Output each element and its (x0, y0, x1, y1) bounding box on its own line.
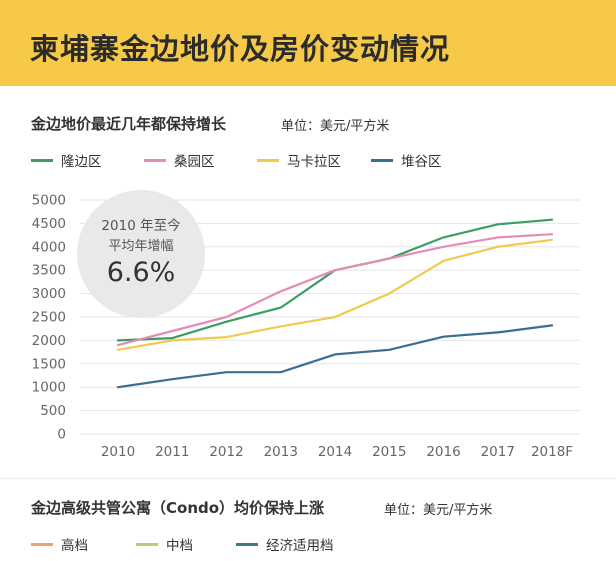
legend2-item-3: 经济适用档 (236, 534, 334, 554)
series-3-point-1 (171, 339, 174, 342)
series-3-point-7 (496, 245, 499, 248)
y-tick-label-2: 1000 (32, 380, 66, 396)
callout-value: 6.6% (106, 257, 176, 288)
series-2-point-4 (334, 269, 336, 272)
y-tick-label-4: 2000 (32, 333, 66, 349)
series-1-point-3 (279, 306, 282, 309)
series-2-point-7 (496, 236, 499, 239)
y-tick-label-5: 2500 (32, 310, 66, 326)
series-2-point-3 (279, 290, 282, 293)
legend-label-4: 堆谷区 (401, 154, 442, 170)
section2-title: 金边高级共管公寓（Condo）均价保持上涨 (31, 499, 325, 517)
series-4-point-7 (496, 331, 499, 334)
y-tick-label-8: 4000 (32, 239, 66, 255)
legend2-item-1: 高档 (31, 534, 88, 554)
legend2-label-2: 中档 (166, 538, 193, 554)
x-tick-label-6: 2016 (426, 444, 460, 460)
legend2-swatch-2 (136, 542, 158, 546)
y-tick-label-3: 1500 (32, 356, 66, 372)
series-4-point-8 (551, 324, 553, 327)
series-1-point-1 (171, 337, 174, 339)
series-3-point-3 (279, 325, 282, 328)
y-tick-label-9: 4500 (32, 216, 66, 232)
y-tick-label-1: 500 (40, 403, 66, 419)
x-tick-label-3: 2013 (264, 444, 298, 460)
series-4-point-1 (171, 378, 174, 381)
series-4-point-6 (442, 335, 445, 338)
series-2-point-1 (171, 330, 174, 332)
legend2-item-2: 中档 (136, 534, 193, 554)
legend-label-2: 桑园区 (174, 154, 215, 170)
x-tick-label-7: 2017 (481, 444, 515, 460)
x-tick-label-1: 2011 (155, 444, 189, 460)
series-3-point-5 (388, 292, 391, 295)
series-2-point-5 (388, 257, 391, 260)
legend-item-4: 堆谷区 (371, 150, 442, 170)
legend-swatch-2 (144, 158, 166, 162)
legend-item-1: 隆边区 (31, 150, 102, 170)
legend-swatch-4 (371, 158, 393, 162)
series-1-point-2 (225, 320, 228, 323)
series-4-point-3 (279, 371, 282, 374)
series-4-point-4 (334, 353, 336, 356)
callout-line1: 2010 年至今 (101, 218, 181, 234)
section2-unit: 单位：美元/平方米 (384, 503, 493, 518)
series-3-point-4 (334, 316, 336, 318)
x-tick-label-4: 2014 (318, 444, 352, 460)
legend-swatch-3 (257, 158, 279, 162)
series-1-point-0 (117, 339, 119, 342)
series-1-point-7 (496, 223, 499, 226)
section-divider (0, 478, 616, 479)
series-3-point-8 (551, 238, 553, 241)
page-title: 柬埔寨金边地价及房价变动情况 (30, 32, 451, 66)
y-tick-label-10: 5000 (32, 193, 66, 209)
legend-item-3: 马卡拉区 (257, 150, 341, 170)
growth-callout: 2010 年至今 平均年增幅 6.6% (77, 190, 205, 318)
series-3-point-0 (117, 348, 119, 351)
x-tick-label-0: 2010 (101, 444, 135, 460)
callout-line2: 平均年增幅 (108, 239, 174, 254)
y-tick-label-0: 0 (57, 427, 66, 443)
x-tick-label-8: 2018F (531, 444, 573, 460)
series-4-point-5 (388, 348, 391, 351)
x-tick-label-5: 2015 (372, 444, 406, 460)
series-2-point-0 (117, 344, 119, 346)
legend2-label-3: 经济适用档 (266, 538, 334, 554)
series-1-point-8 (551, 218, 553, 221)
series-4-point-0 (117, 386, 119, 389)
header-banner: 柬埔寨金边地价及房价变动情况 (0, 0, 616, 86)
series-2-point-6 (442, 245, 445, 248)
series-3-point-6 (442, 259, 445, 262)
y-tick-label-6: 3000 (32, 286, 66, 302)
legend-item-2: 桑园区 (144, 150, 215, 170)
chart-unit: 单位：美元/平方米 (281, 119, 390, 134)
legend-label-3: 马卡拉区 (287, 154, 341, 170)
legend-swatch-1 (31, 158, 53, 162)
y-tick-label-7: 3500 (32, 263, 66, 279)
legend2-swatch-1 (31, 542, 53, 546)
series-3-point-2 (225, 336, 228, 339)
x-tick-label-2: 2012 (209, 444, 243, 460)
legend2-label-1: 高档 (61, 538, 88, 554)
chart-title: 金边地价最近几年都保持增长 (31, 115, 227, 133)
series-2-point-2 (225, 316, 228, 318)
series-1-point-6 (442, 236, 445, 239)
series-4-point-2 (225, 371, 228, 374)
series-2-point-8 (551, 233, 553, 236)
legend2-swatch-3 (236, 542, 258, 546)
legend-label-1: 隆边区 (61, 154, 102, 170)
